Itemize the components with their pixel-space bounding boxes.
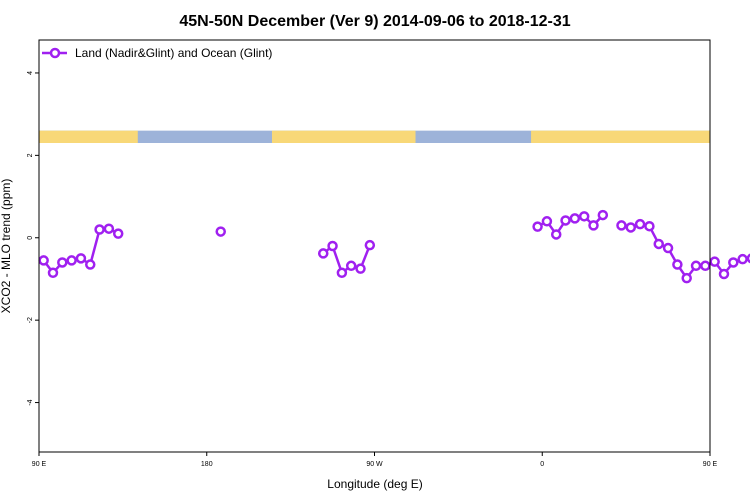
data-point: [94, 224, 105, 235]
y-axis-label: XCO2 - MLO trend (ppm): [0, 179, 13, 314]
data-point: [709, 256, 720, 267]
data-point: [690, 260, 702, 272]
x-tick-label: 0: [540, 461, 544, 468]
y-tick-label: 0: [27, 236, 34, 240]
x-tick-label: 180: [201, 461, 213, 468]
legend-marker-swatch: [49, 47, 61, 59]
y-tick-label: -2: [27, 317, 34, 323]
y-tick-label: 4: [27, 71, 34, 75]
data-point: [336, 267, 348, 279]
legend-entry: Land (Nadir&Glint) and Ocean (Glint): [75, 46, 272, 60]
x-tick-label: 90 W: [366, 461, 383, 468]
data-point: [541, 216, 553, 227]
x-tick-label: 90 E: [32, 461, 47, 468]
data-point: [578, 211, 590, 222]
x-axis: 90 E 180 90 W 0 90 E: [32, 452, 718, 468]
data-point: [588, 220, 599, 231]
data-point: [75, 253, 87, 264]
data-point: [681, 272, 692, 284]
series-line: [42, 227, 119, 275]
data-point: [532, 221, 543, 232]
data-point: [644, 220, 655, 232]
data-point: [718, 268, 730, 280]
data-point: [364, 239, 376, 251]
data-point: [728, 257, 739, 268]
data-point: [634, 218, 646, 230]
data-point: [355, 263, 366, 274]
data-point: [66, 255, 77, 266]
data-point: [653, 238, 664, 250]
y-axis: 4 2 0 -2 -4: [27, 71, 39, 406]
data-point: [625, 222, 637, 233]
series-layer: [38, 209, 750, 284]
data-point: [672, 259, 683, 270]
legend: Land (Nadir&Glint) and Ocean (Glint): [42, 46, 272, 60]
data-point: [616, 220, 627, 231]
y-tick-label: -4: [27, 399, 34, 405]
land-band: [271, 130, 416, 143]
data-point: [38, 255, 49, 266]
chart-title: 45N-50N December (Ver 9) 2014-09-06 to 2…: [179, 13, 570, 30]
data-point: [597, 209, 609, 221]
data-point: [345, 260, 357, 272]
land-band: [39, 130, 138, 143]
y-tick-label: 2: [27, 153, 34, 157]
data-point: [215, 226, 226, 237]
data-point: [662, 242, 674, 254]
data-point: [737, 253, 748, 265]
land-band: [531, 130, 710, 143]
data-point: [327, 240, 338, 252]
data-point: [112, 228, 124, 239]
data-point: [700, 260, 711, 272]
data-point: [317, 248, 329, 259]
data-point: [85, 259, 96, 270]
data-point: [47, 267, 59, 279]
x-axis-label: Longitude (deg E): [327, 477, 422, 491]
data-point: [746, 253, 750, 264]
data-point: [550, 229, 562, 240]
x-tick-label: 90 E: [703, 461, 718, 468]
data-point: [569, 213, 581, 224]
data-point: [57, 257, 68, 268]
land-ocean-strip: [39, 130, 710, 143]
series-line: [621, 222, 750, 281]
data-point: [560, 215, 571, 226]
data-point: [103, 223, 115, 234]
